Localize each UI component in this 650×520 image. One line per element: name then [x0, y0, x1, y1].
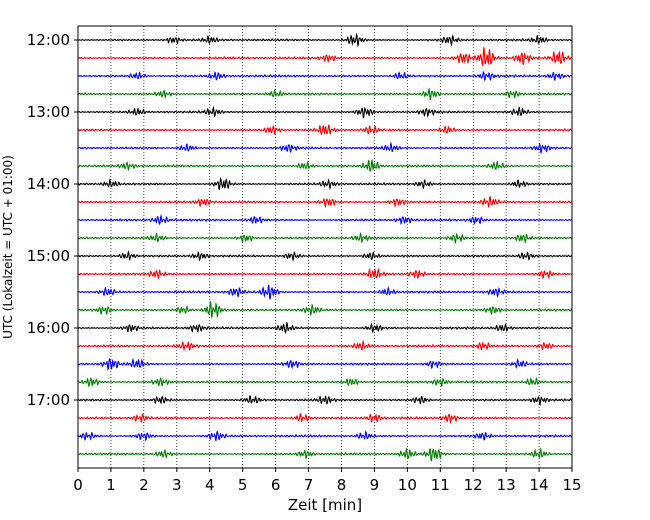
y-tick-label: 17:00 [27, 391, 70, 409]
trace-line [77, 447, 573, 462]
x-tick-label: 3 [172, 476, 182, 494]
trace-line [77, 357, 573, 371]
trace-line [77, 250, 573, 262]
trace-line [77, 124, 573, 136]
x-tick-label: 6 [271, 476, 281, 494]
trace-line [77, 285, 573, 300]
x-axis-ticks: 0 1 2 3 4 5 6 7 8 9 10 11 12 13 14 15 [73, 468, 582, 494]
x-tick-label: 14 [530, 476, 549, 494]
y-axis-ticks: 12:00 13:00 14:00 15:00 16:00 17:00 [27, 31, 78, 409]
trace-line [77, 70, 573, 82]
x-tick-label: 8 [337, 476, 347, 494]
x-tick-label: 7 [304, 476, 314, 494]
x-tick-label: 11 [431, 476, 450, 494]
y-tick-label: 15:00 [27, 247, 70, 265]
trace-line [77, 232, 573, 245]
x-tick-label: 13 [497, 476, 516, 494]
x-grid [110, 26, 540, 468]
y-tick-label: 13:00 [27, 103, 70, 121]
y-tick-label: 12:00 [27, 31, 70, 49]
x-tick-label: 12 [464, 476, 483, 494]
trace-line [77, 300, 573, 320]
trace-line [77, 339, 573, 352]
x-tick-label: 2 [139, 476, 149, 494]
trace-line [77, 32, 573, 48]
plot-frame [77, 25, 573, 469]
trace-line [77, 412, 573, 425]
x-tick-label: 9 [370, 476, 380, 494]
trace-line [77, 430, 573, 442]
x-axis-title: Zeit [min] [288, 496, 362, 514]
y-tick-label: 16:00 [27, 319, 70, 337]
y-axis-title: UTC (Lokalzeit = UTC + 01:00) [1, 155, 15, 339]
x-tick-label: 10 [398, 476, 417, 494]
x-tick-label: 5 [238, 476, 248, 494]
trace-line [77, 176, 573, 191]
trace-line [77, 196, 573, 209]
trace-line [77, 267, 573, 280]
trace-line [77, 87, 573, 101]
trace-line [77, 141, 573, 155]
trace-line [77, 321, 573, 334]
trace-line [77, 158, 573, 172]
x-tick-label: 0 [73, 476, 83, 494]
x-tick-label: 1 [106, 476, 116, 494]
trace-line [77, 395, 573, 406]
trace-line [77, 377, 573, 388]
x-tick-label: 4 [205, 476, 215, 494]
x-tick-label: 15 [562, 476, 581, 494]
y-tick-label: 14:00 [27, 175, 70, 193]
trace-line [77, 105, 573, 119]
trace-line [77, 47, 573, 67]
trace-line [77, 213, 573, 226]
trace-series [77, 32, 573, 462]
